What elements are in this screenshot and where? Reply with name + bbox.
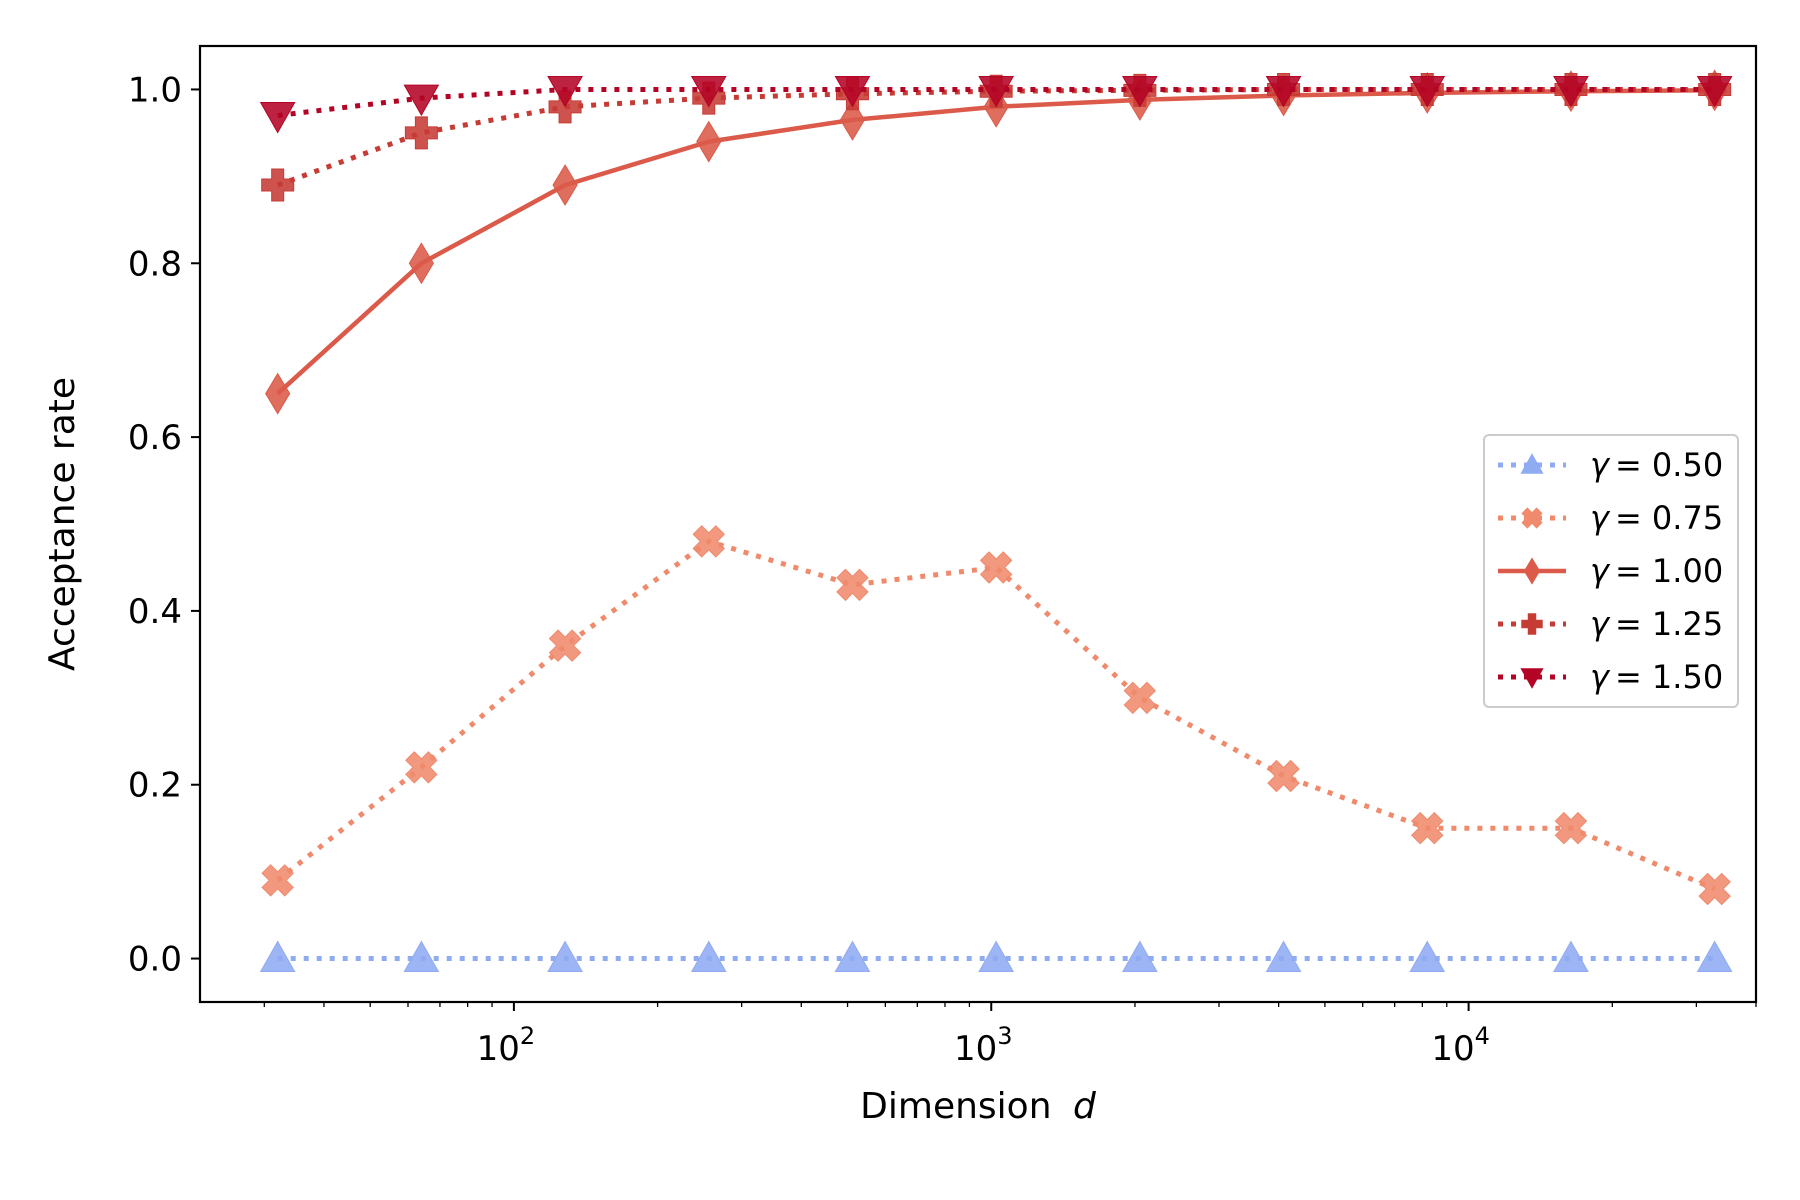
data-point (547, 75, 583, 108)
data-point (1410, 811, 1444, 845)
y-tick-label: 1.0 (128, 70, 182, 110)
series-line (276, 88, 1715, 396)
data-point (408, 242, 434, 285)
data-point (259, 102, 296, 134)
y-tick-label: 0.0 (128, 940, 182, 980)
data-point (261, 864, 294, 897)
data-point (978, 75, 1015, 108)
data-point (690, 75, 727, 108)
series-1.00 (265, 69, 1728, 415)
series-layer (259, 69, 1733, 973)
data-point (404, 116, 438, 150)
legend-item: γ = 1.50 (1498, 658, 1723, 696)
data-point (547, 940, 583, 973)
data-point (1553, 75, 1589, 108)
x-axis-label: Dimension d (860, 1086, 1097, 1127)
y-tick-label: 0.2 (128, 766, 182, 806)
data-point (403, 940, 440, 973)
series-1.50 (259, 75, 1733, 134)
axes-frame (198, 44, 1758, 1004)
x-tick-base: 10 (477, 1029, 520, 1069)
x-tick-label: 103 (954, 1022, 1013, 1069)
x-tick-exponent: 2 (520, 1022, 535, 1050)
series-0.75 (261, 525, 1731, 906)
data-point (265, 372, 291, 415)
legend-marker (1521, 507, 1543, 529)
data-point (1267, 759, 1300, 793)
legend-label: γ = 0.50 (1590, 446, 1723, 484)
legend-marker (1523, 557, 1541, 585)
data-point (1122, 940, 1158, 973)
y-tick-label: 0.4 (128, 592, 182, 632)
legend-label: γ = 1.00 (1590, 552, 1723, 590)
data-point (836, 568, 869, 602)
data-point (979, 551, 1013, 584)
legend-item: γ = 1.25 (1498, 605, 1723, 643)
legend-marker (1520, 668, 1544, 689)
x-axis: 102 103 104 (263, 1002, 1757, 1069)
x-axis-label-text: Dimension (860, 1086, 1051, 1127)
data-point (978, 940, 1015, 973)
legend-item: γ = 1.00 (1498, 552, 1723, 590)
data-point (692, 525, 726, 558)
data-point (259, 940, 296, 973)
data-point (261, 168, 295, 202)
data-point (1265, 75, 1302, 108)
data-point (834, 75, 871, 108)
legend-box (1483, 434, 1739, 708)
legend-item: γ = 0.50 (1498, 446, 1723, 484)
legend-item: γ = 0.75 (1498, 499, 1723, 537)
data-point (1409, 75, 1446, 108)
data-point (1698, 872, 1731, 906)
x-tick-label: 102 (477, 1022, 536, 1069)
y-tick-label: 0.6 (128, 418, 182, 458)
data-point (690, 940, 727, 973)
legend-label: γ = 1.50 (1590, 658, 1723, 696)
y-tick-label: 0.8 (128, 244, 182, 284)
y-axis-label: Acceptance rate (42, 377, 83, 671)
data-point (552, 164, 578, 207)
legend-label: γ = 1.25 (1590, 605, 1723, 643)
series-markers (259, 75, 1733, 134)
data-point (1123, 681, 1157, 715)
data-point (1696, 75, 1733, 108)
legend-marker (1521, 613, 1543, 635)
data-point (548, 629, 582, 662)
legend: γ = 0.50 γ = 0.75 γ = 1.00 γ = 1.25 γ = 1.50 (1483, 434, 1739, 708)
data-point (1265, 940, 1302, 973)
data-point (696, 120, 722, 163)
data-point (1696, 940, 1733, 973)
x-tick-base: 10 (1431, 1029, 1474, 1069)
x-axis-label-var: d (1073, 1086, 1097, 1127)
series-markers (261, 525, 1731, 906)
legend-label: γ = 0.75 (1590, 499, 1723, 537)
series-0.50 (259, 940, 1733, 973)
x-tick-label: 104 (1431, 1022, 1490, 1069)
data-point (1122, 75, 1158, 108)
y-axis: 0.0 0.2 0.4 0.6 0.8 1.0 (128, 70, 200, 980)
x-tick-exponent: 3 (997, 1022, 1012, 1050)
data-point (405, 751, 438, 784)
legend-marker (1520, 453, 1544, 474)
series-markers (259, 940, 1733, 973)
data-point (1554, 811, 1588, 845)
data-point (403, 84, 440, 117)
data-point (1409, 940, 1446, 973)
x-tick-exponent: 4 (1475, 1022, 1490, 1050)
data-point (834, 940, 871, 973)
series-markers (265, 69, 1728, 415)
x-tick-base: 10 (954, 1029, 997, 1069)
data-point (1553, 940, 1589, 973)
